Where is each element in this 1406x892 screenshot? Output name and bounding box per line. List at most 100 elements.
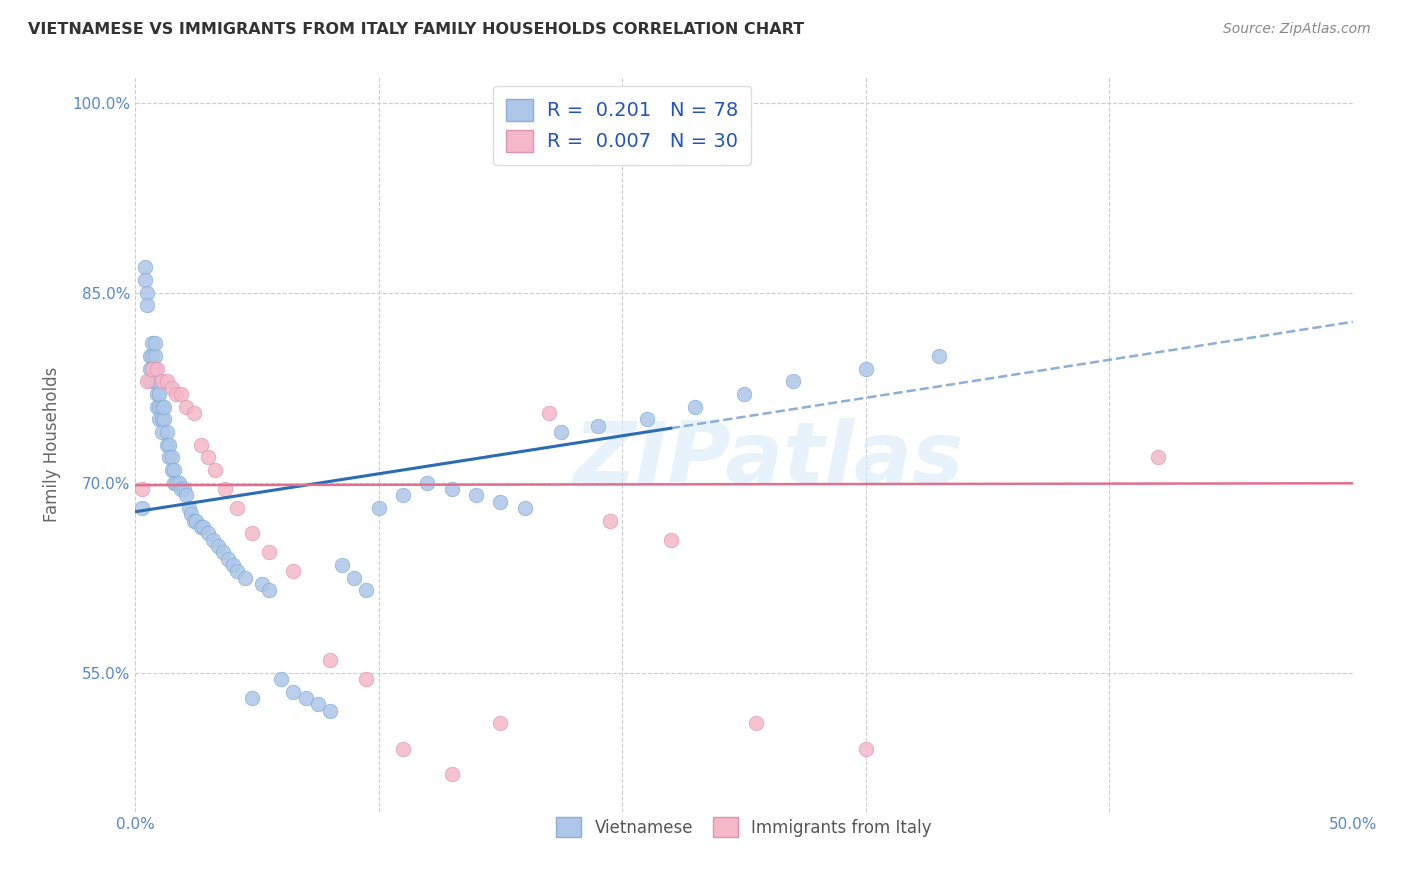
Point [153, 412, 176, 426]
Point [257, 583, 280, 598]
Point [440, 767, 463, 781]
Point [550, 425, 572, 439]
Point [183, 514, 205, 528]
Point [513, 500, 536, 515]
Point [163, 463, 186, 477]
Point [586, 418, 609, 433]
Point [160, 450, 183, 465]
Point [150, 412, 173, 426]
Point [367, 500, 389, 515]
Point [193, 520, 215, 534]
Point [283, 564, 305, 578]
Point [855, 741, 877, 756]
Point [207, 539, 229, 553]
Point [211, 545, 233, 559]
Point [141, 349, 163, 363]
Point [183, 406, 205, 420]
Point [160, 463, 183, 477]
Point [659, 533, 682, 547]
Point [136, 298, 159, 312]
Point [307, 698, 329, 712]
Point [160, 381, 183, 395]
Point [138, 361, 160, 376]
Point [465, 488, 488, 502]
Point [138, 349, 160, 363]
Point [148, 400, 170, 414]
Point [217, 551, 239, 566]
Point [150, 400, 173, 414]
Point [170, 482, 193, 496]
Text: VIETNAMESE VS IMMIGRANTS FROM ITALY FAMILY HOUSEHOLDS CORRELATION CHART: VIETNAMESE VS IMMIGRANTS FROM ITALY FAMI… [28, 22, 804, 37]
Point [156, 425, 179, 439]
Point [319, 704, 342, 718]
Point [356, 583, 378, 598]
Point [683, 400, 706, 414]
Point [240, 526, 263, 541]
Point [489, 716, 512, 731]
Point [283, 684, 305, 698]
Point [221, 558, 243, 572]
Point [240, 690, 263, 705]
Point [143, 361, 166, 376]
Point [202, 533, 225, 547]
Point [174, 488, 197, 502]
Point [538, 406, 561, 420]
Point [356, 672, 378, 686]
Point [204, 463, 226, 477]
Point [440, 482, 463, 496]
Point [319, 653, 342, 667]
Point [745, 716, 768, 731]
Point [153, 400, 176, 414]
Point [141, 336, 163, 351]
Point [190, 437, 212, 451]
Point [134, 260, 156, 275]
Point [141, 361, 163, 376]
Point [782, 375, 804, 389]
Point [146, 400, 169, 414]
Text: ZIPatlas: ZIPatlas [574, 417, 963, 500]
Point [146, 387, 169, 401]
Point [928, 349, 950, 363]
Point [330, 558, 353, 572]
Point [226, 564, 249, 578]
Point [157, 450, 180, 465]
Point [599, 514, 621, 528]
Point [167, 475, 190, 490]
Point [173, 482, 195, 496]
Point [197, 450, 219, 465]
Point [250, 577, 273, 591]
Point [392, 488, 415, 502]
Point [294, 690, 316, 705]
Point [150, 425, 173, 439]
Point [170, 387, 193, 401]
Point [143, 349, 166, 363]
Point [138, 375, 160, 389]
Point [270, 672, 292, 686]
Point [148, 412, 170, 426]
Point [156, 375, 179, 389]
Point [166, 475, 188, 490]
Point [134, 273, 156, 287]
Point [197, 526, 219, 541]
Point [136, 285, 159, 300]
Point [233, 571, 256, 585]
Point [146, 375, 169, 389]
Point [141, 361, 163, 376]
Point [157, 437, 180, 451]
Point [636, 412, 658, 426]
Point [343, 571, 366, 585]
Point [733, 387, 755, 401]
Point [1147, 450, 1170, 465]
Point [257, 545, 280, 559]
Point [148, 387, 170, 401]
Point [855, 361, 877, 376]
Point [214, 482, 236, 496]
Point [156, 437, 179, 451]
Point [131, 482, 153, 496]
Point [143, 336, 166, 351]
Point [131, 500, 153, 515]
Point [163, 475, 186, 490]
Point [392, 741, 415, 756]
Point [174, 400, 197, 414]
Text: Source: ZipAtlas.com: Source: ZipAtlas.com [1223, 22, 1371, 37]
